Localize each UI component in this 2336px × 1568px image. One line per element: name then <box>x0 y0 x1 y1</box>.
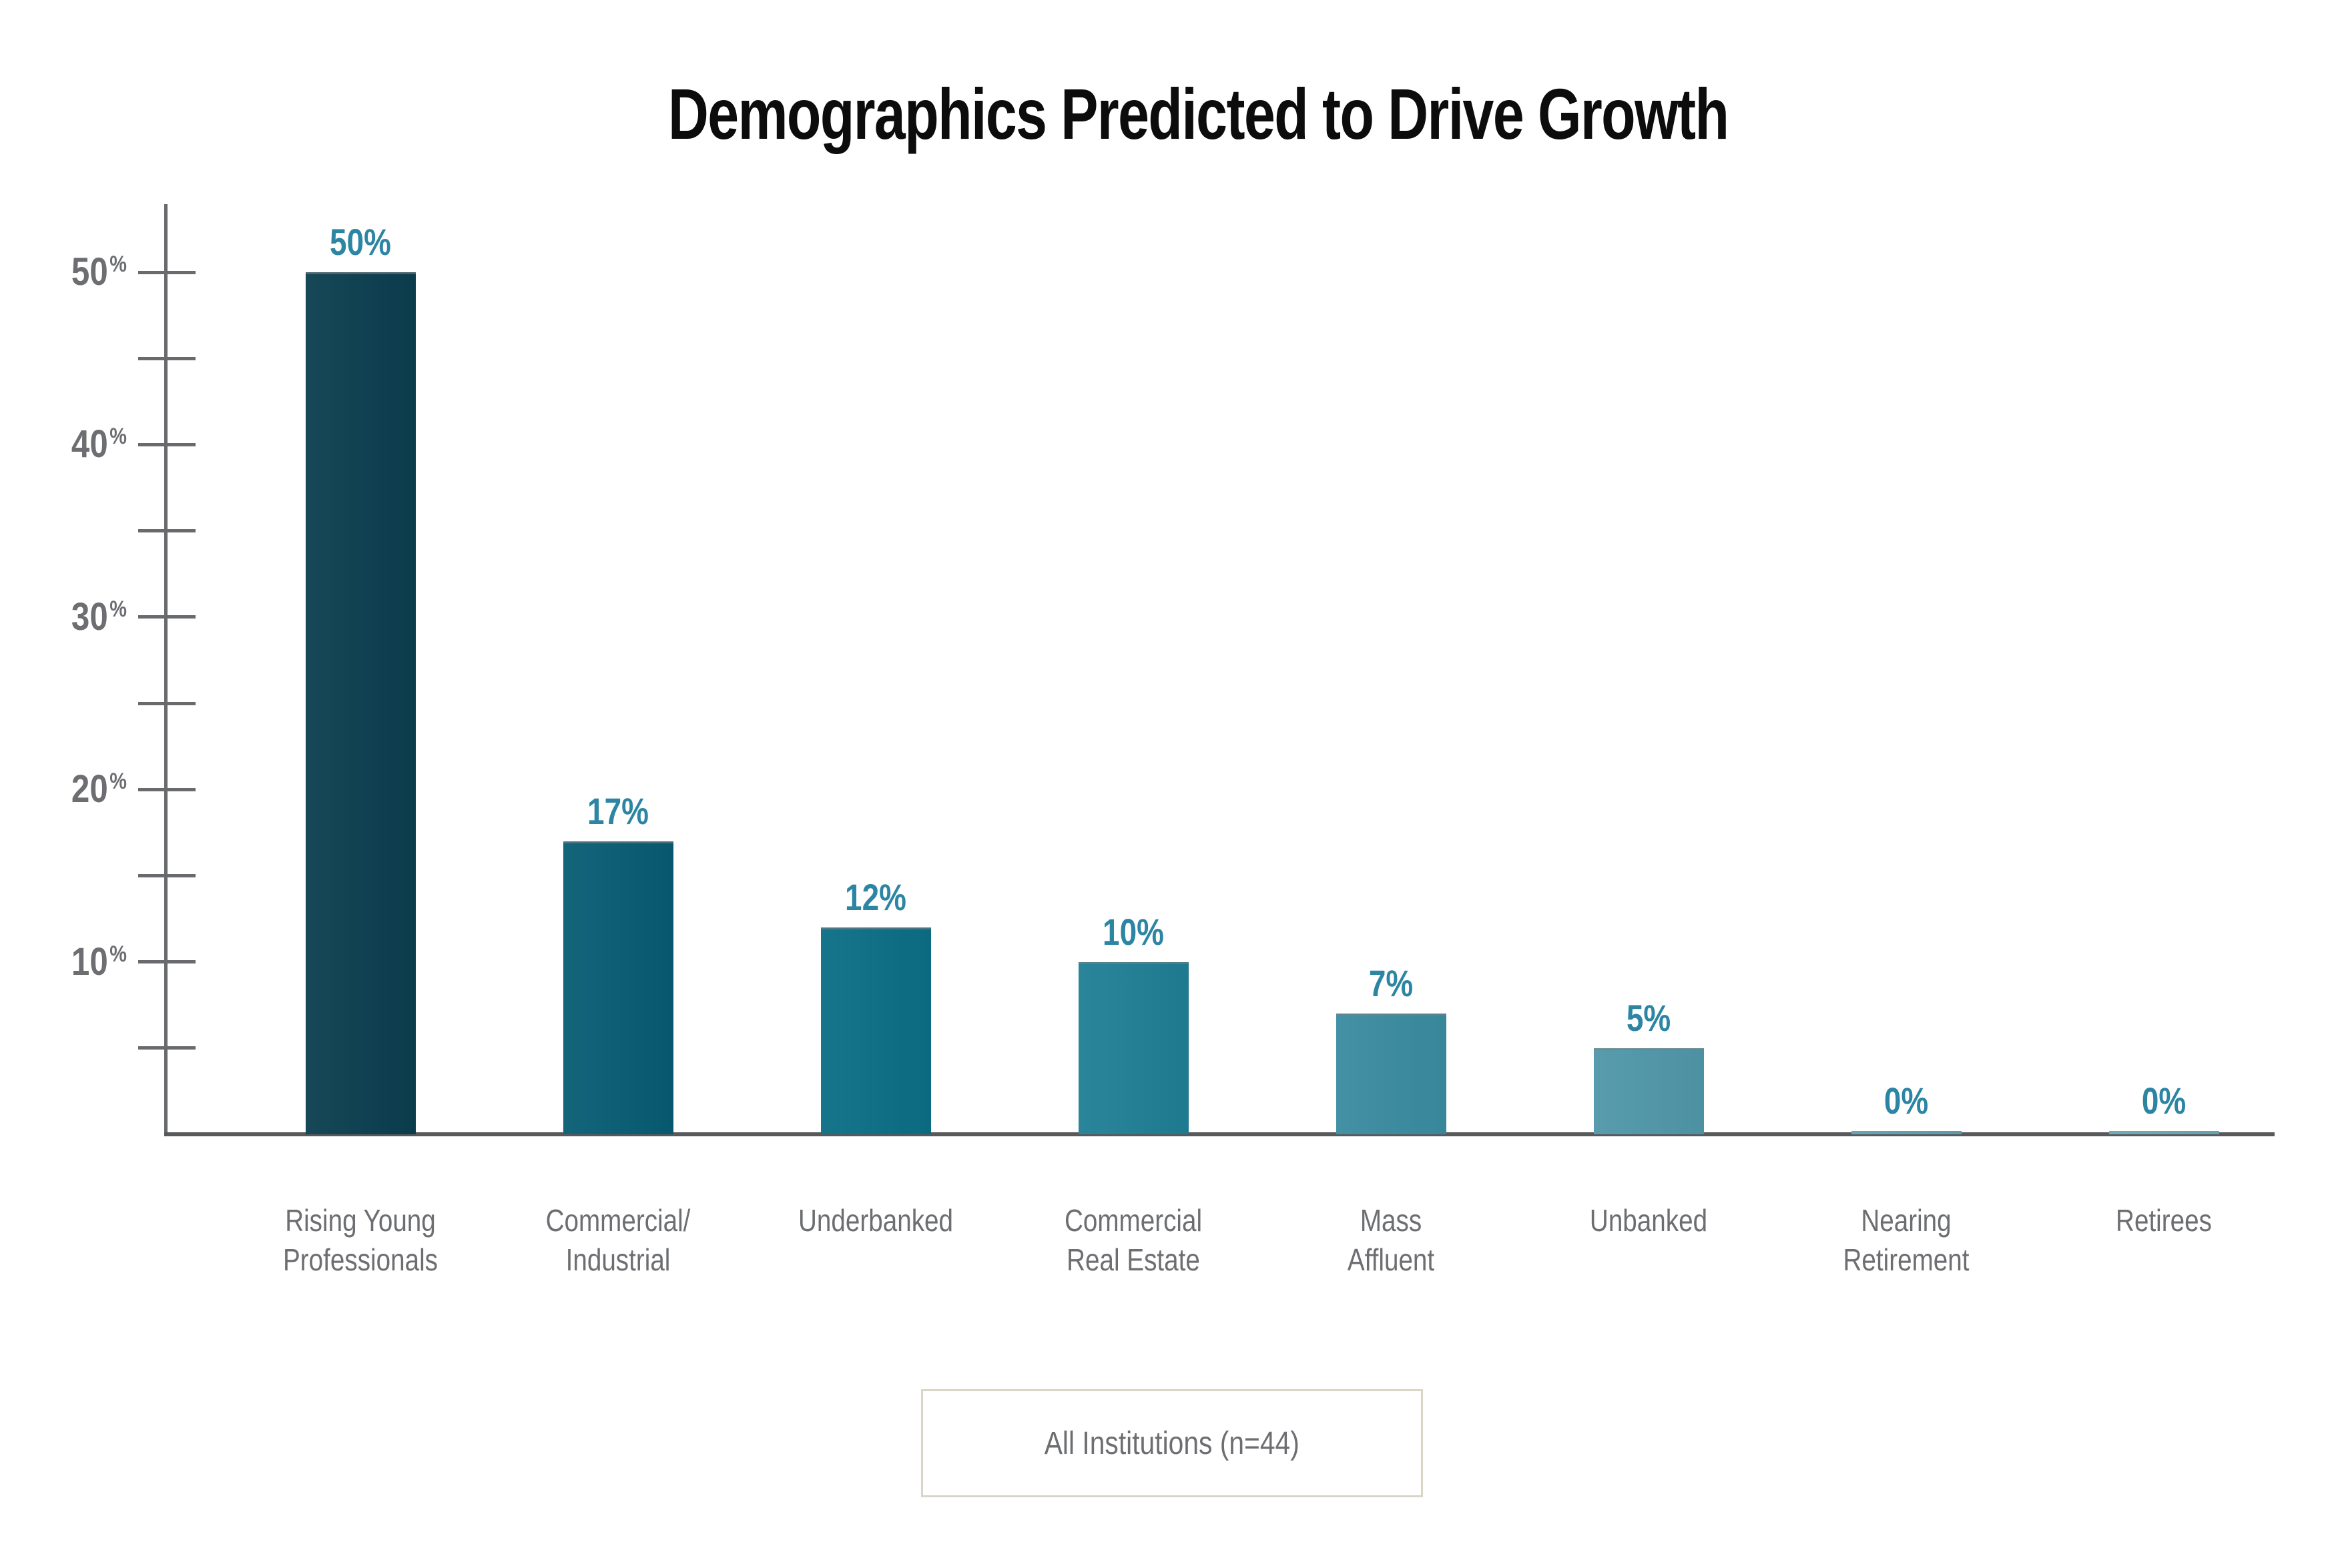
x-category-label: Unbanked <box>1589 1203 1708 1238</box>
y-axis-major-tick <box>138 270 196 274</box>
chart-title: Demographics Predicted to Drive Growth <box>60 73 2336 154</box>
bar-value-label: 12% <box>845 875 906 918</box>
bar <box>563 841 673 1134</box>
bar-value-label: 5% <box>1626 996 1671 1039</box>
legend-label: All Institutions (n=44) <box>1044 1425 1300 1461</box>
x-category-label: Retirees <box>2116 1203 2212 1238</box>
bar <box>820 927 931 1134</box>
legend-box: All Institutions (n=44) <box>921 1389 1423 1497</box>
bar <box>1851 1131 1962 1134</box>
bar <box>1336 1014 1446 1134</box>
bar-value-label: 17% <box>587 789 649 832</box>
x-category-label: Nearing Retirement <box>1843 1203 1970 1277</box>
y-axis-minor-tick <box>138 873 196 877</box>
y-axis-minor-tick <box>138 529 196 533</box>
y-axis-major-tick <box>138 442 196 446</box>
bar <box>1593 1048 1704 1134</box>
x-category-label: Rising Young Professionals <box>283 1203 438 1277</box>
x-category-label: Commercial/Industrial <box>545 1203 691 1277</box>
bar-value-label: 10% <box>1103 910 1164 953</box>
y-tick-label: 50% <box>71 250 127 294</box>
y-axis <box>164 204 168 1134</box>
y-tick-label: 20% <box>71 767 127 811</box>
y-tick-label: 30% <box>71 595 127 639</box>
y-axis-major-tick <box>138 960 196 964</box>
y-tick-label: 10% <box>71 939 127 984</box>
y-axis-minor-tick <box>138 701 196 705</box>
y-axis-major-tick <box>138 787 196 791</box>
bar <box>1078 961 1189 1134</box>
x-category-label: Commercial Real Estate <box>1064 1203 1203 1277</box>
y-axis-minor-tick <box>138 356 196 360</box>
bar <box>2108 1131 2219 1134</box>
y-tick-label: 40% <box>71 422 127 466</box>
x-axis-baseline <box>164 1132 2275 1136</box>
y-axis-major-tick <box>138 615 196 619</box>
bar-value-label: 50% <box>330 221 391 263</box>
bar <box>305 272 416 1134</box>
bar-value-label: 0% <box>1883 1080 1929 1122</box>
bar-value-label: 0% <box>2141 1080 2186 1122</box>
y-axis-minor-tick <box>138 1046 196 1050</box>
bar-value-label: 7% <box>1368 962 1414 1005</box>
chart-title-text: Demographics Predicted to Drive Growth <box>667 73 1729 154</box>
x-category-label: Mass Affluent <box>1347 1203 1435 1277</box>
x-category-label: Underbanked <box>798 1203 953 1238</box>
